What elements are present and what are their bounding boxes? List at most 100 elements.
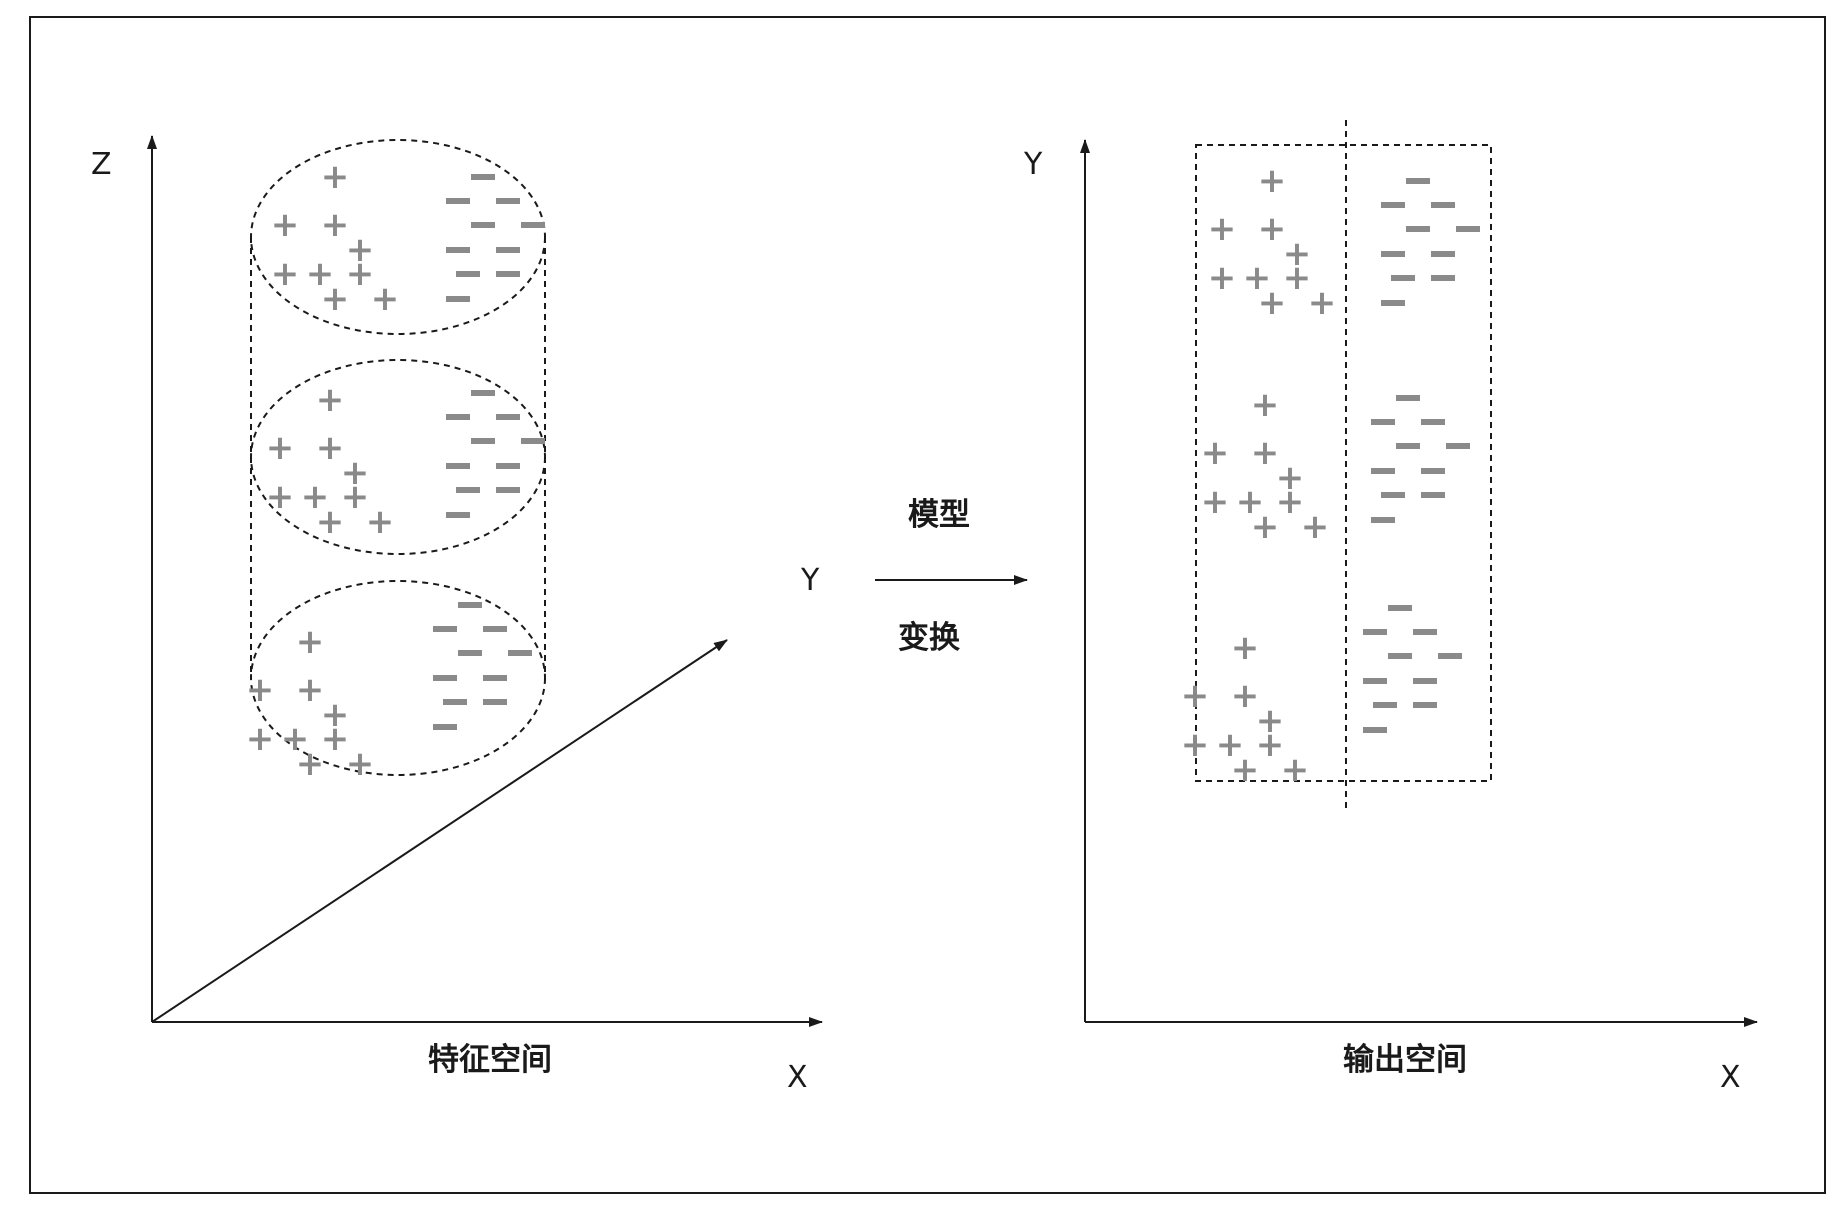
output-minus-marker [1371,517,1395,523]
feature-minus-marker [483,675,507,681]
feature-minus-marker [483,626,507,632]
feature-minus-marker [446,512,470,518]
output-plus-marker: + [1281,750,1310,790]
output-plus-marker: + [1201,482,1230,522]
feature-x-axis-label: X [787,1060,808,1095]
feature-plus-marker: + [341,453,370,493]
output-minus-marker [1413,629,1437,635]
output-plus-marker: + [1283,234,1312,274]
output-minus-marker [1391,275,1415,281]
feature-plus-marker: + [306,254,335,294]
feature-plus-marker: + [281,719,310,759]
feature-plus-marker: + [341,477,370,517]
output-markers: ++ +++ + ++ +++ +++ + ++ +++ +++ + ++ + [1181,161,1480,790]
output-minus-marker [1371,419,1395,425]
feature-minus-marker [483,699,507,705]
output-minus-marker [1373,702,1397,708]
output-plus-marker: + [1256,701,1285,741]
output-minus-marker [1388,605,1412,611]
feature-minus-marker [496,487,520,493]
output-minus-marker [1371,468,1395,474]
feature-minus-marker [508,650,532,656]
feature-minus-marker [446,463,470,469]
feature-minus-marker [471,174,495,180]
feature-minus-marker [521,222,545,228]
output-plus-marker: + [1231,628,1260,668]
feature-minus-marker [458,650,482,656]
feature-plus-marker: + [246,719,275,759]
feature-minus-marker [446,198,470,204]
feature-plus-marker: + [266,428,295,468]
output-minus-marker [1381,202,1405,208]
feature-plus-marker: + [266,477,295,517]
feature-space-panel: Z X Y ++ +++ + ++ +++ +++ + ++ +++ +++ + ++ + 特征空间 [91,135,823,1095]
feature-plus-marker: + [296,744,325,784]
output-plus-marker: + [1256,725,1285,765]
output-plus-marker: + [1301,507,1330,547]
output-plus-marker: + [1231,750,1260,790]
feature-plus-marker: + [321,205,350,245]
feature-plus-marker: + [271,254,300,294]
feature-minus-marker [496,463,520,469]
output-plus-marker: + [1258,161,1287,201]
output-minus-marker [1381,300,1405,306]
feature-plus-marker: + [321,719,350,759]
outer-frame [29,16,1826,1194]
feature-y-axis-label: Y [800,563,820,598]
feature-plus-marker: + [296,622,325,662]
output-plus-marker: + [1283,258,1312,298]
output-plus-marker: + [1251,507,1280,547]
output-plus-marker: + [1236,482,1265,522]
output-plus-marker: + [1216,725,1245,765]
feature-minus-marker [446,414,470,420]
feature-minus-marker [446,247,470,253]
feature-minus-marker [521,438,545,444]
output-plus-marker: + [1258,283,1287,323]
feature-plus-marker: + [321,279,350,319]
output-plus-marker: + [1276,482,1305,522]
feature-minus-marker [433,626,457,632]
output-boundary-box [1195,144,1492,782]
feature-plus-marker: + [346,230,375,270]
feature-minus-marker [471,390,495,396]
output-minus-marker [1363,629,1387,635]
feature-plus-marker: + [366,502,395,542]
feature-minus-marker [496,247,520,253]
output-minus-marker [1421,492,1445,498]
feature-minus-marker [443,699,467,705]
feature-plus-marker: + [246,670,275,710]
feature-minus-marker [433,724,457,730]
output-minus-marker [1446,443,1470,449]
feature-markers: ++ +++ + ++ +++ +++ + ++ +++ +++ + ++ + [246,157,545,784]
output-minus-marker [1406,178,1430,184]
output-minus-marker [1381,492,1405,498]
feature-minus-marker [458,602,482,608]
output-plus-marker: + [1181,676,1210,716]
feature-plus-marker: + [316,380,345,420]
output-minus-marker [1431,275,1455,281]
feature-minus-marker [456,487,480,493]
feature-space-caption: 特征空间 [428,1042,552,1078]
output-minus-marker [1421,419,1445,425]
feature-minus-marker [471,438,495,444]
output-plus-marker: + [1251,433,1280,473]
output-minus-marker [1438,653,1462,659]
output-y-axis-label: Y [1023,147,1043,182]
output-minus-marker [1388,653,1412,659]
feature-plus-marker: + [346,254,375,294]
output-plus-marker: + [1208,209,1237,249]
feature-plus-marker: + [301,477,330,517]
feature-plus-marker: + [271,205,300,245]
transform-label-top: 模型 [908,497,970,533]
feature-minus-marker [496,414,520,420]
output-plus-marker: + [1308,283,1337,323]
output-minus-marker [1406,226,1430,232]
feature-minus-marker [456,271,480,277]
output-minus-marker [1363,727,1387,733]
output-minus-marker [1456,226,1480,232]
feature-y-axis [151,639,728,1023]
feature-plus-marker: + [321,695,350,735]
output-minus-marker [1396,395,1420,401]
output-minus-marker [1381,251,1405,257]
output-plus-marker: + [1231,676,1260,716]
